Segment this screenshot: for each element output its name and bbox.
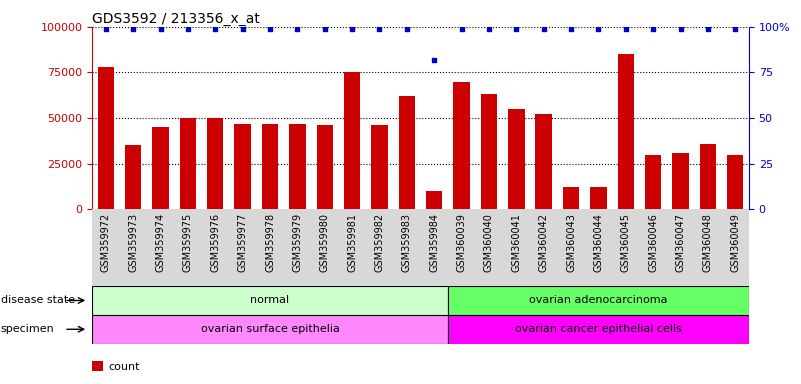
Text: count: count: [108, 362, 139, 372]
Bar: [727, 155, 743, 209]
Bar: [426, 191, 442, 209]
Point: [318, 26, 331, 32]
Bar: [590, 187, 606, 209]
Text: GSM360043: GSM360043: [566, 213, 576, 272]
Point: [236, 26, 249, 32]
Text: GSM360040: GSM360040: [484, 213, 494, 272]
Point: [510, 26, 523, 32]
Bar: [672, 153, 689, 209]
Point: [209, 26, 222, 32]
Point: [182, 26, 195, 32]
Point: [154, 26, 167, 32]
Text: GDS3592 / 213356_x_at: GDS3592 / 213356_x_at: [92, 12, 260, 26]
Point: [565, 26, 578, 32]
Point: [674, 26, 687, 32]
Bar: [92, 315, 448, 344]
Bar: [448, 315, 749, 344]
Point: [99, 26, 112, 32]
Text: GSM359982: GSM359982: [375, 213, 384, 272]
Text: GSM360049: GSM360049: [731, 213, 740, 272]
Text: GSM359979: GSM359979: [292, 213, 302, 272]
Bar: [453, 82, 469, 209]
Bar: [344, 73, 360, 209]
Text: GSM360047: GSM360047: [675, 213, 686, 272]
Bar: [645, 155, 662, 209]
Text: GSM359983: GSM359983: [402, 213, 412, 272]
Bar: [399, 96, 415, 209]
Point: [455, 26, 468, 32]
Point: [291, 26, 304, 32]
Text: GSM359976: GSM359976: [211, 213, 220, 272]
Point: [482, 26, 495, 32]
Text: GSM360044: GSM360044: [594, 213, 603, 272]
Bar: [152, 127, 169, 209]
Text: GSM359974: GSM359974: [155, 213, 166, 272]
Bar: [481, 94, 497, 209]
Text: GSM359977: GSM359977: [238, 213, 248, 272]
Text: GSM359984: GSM359984: [429, 213, 439, 272]
Point: [373, 26, 386, 32]
Point: [619, 26, 632, 32]
Bar: [235, 124, 251, 209]
Bar: [618, 54, 634, 209]
Bar: [289, 124, 306, 209]
Text: GSM359973: GSM359973: [128, 213, 138, 272]
Text: GSM360046: GSM360046: [648, 213, 658, 272]
Text: GSM359972: GSM359972: [101, 213, 111, 272]
Text: ovarian adenocarcinoma: ovarian adenocarcinoma: [529, 295, 668, 306]
Bar: [508, 109, 525, 209]
Bar: [125, 146, 142, 209]
Bar: [448, 286, 749, 315]
Point: [400, 26, 413, 32]
Text: GSM359981: GSM359981: [347, 213, 357, 272]
Text: GSM359975: GSM359975: [183, 213, 193, 272]
Bar: [372, 125, 388, 209]
Text: GSM360041: GSM360041: [511, 213, 521, 272]
Point: [702, 26, 714, 32]
Bar: [563, 187, 579, 209]
Text: GSM360045: GSM360045: [621, 213, 630, 272]
Bar: [316, 125, 333, 209]
Bar: [207, 118, 223, 209]
Text: GSM360039: GSM360039: [457, 213, 466, 272]
Text: ovarian surface epithelia: ovarian surface epithelia: [200, 324, 340, 334]
Text: GSM360048: GSM360048: [703, 213, 713, 272]
Point: [127, 26, 139, 32]
Point: [729, 26, 742, 32]
Bar: [92, 286, 448, 315]
Point: [264, 26, 276, 32]
Point: [346, 26, 359, 32]
Point: [592, 26, 605, 32]
Bar: [262, 124, 278, 209]
Bar: [535, 114, 552, 209]
Text: GSM359978: GSM359978: [265, 213, 275, 272]
Text: specimen: specimen: [1, 324, 54, 334]
Point: [646, 26, 659, 32]
Bar: [179, 118, 196, 209]
Bar: [700, 144, 716, 209]
Text: ovarian cancer epithelial cells: ovarian cancer epithelial cells: [515, 324, 682, 334]
Text: GSM359980: GSM359980: [320, 213, 330, 272]
Text: disease state: disease state: [1, 295, 75, 306]
Text: normal: normal: [251, 295, 290, 306]
Bar: [92, 361, 103, 371]
Point: [428, 56, 441, 63]
Bar: [98, 67, 114, 209]
Text: GSM360042: GSM360042: [539, 213, 549, 272]
Point: [537, 26, 550, 32]
